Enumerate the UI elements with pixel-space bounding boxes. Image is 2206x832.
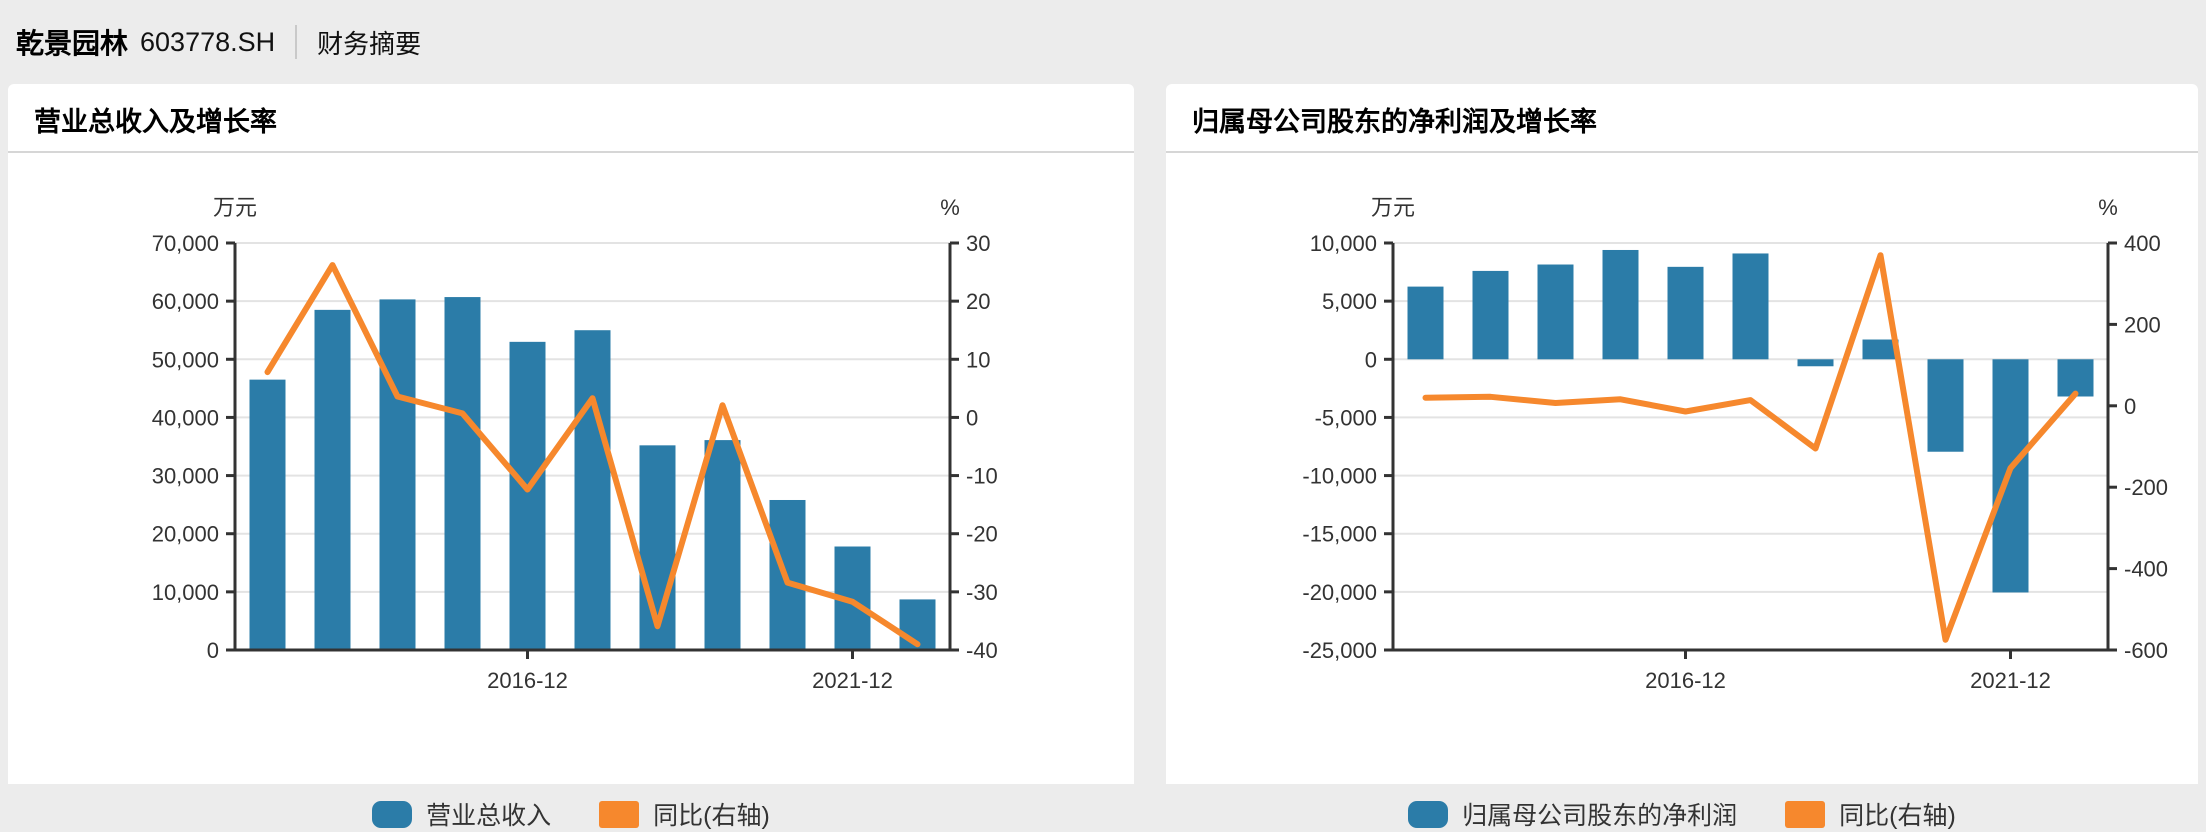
revenue-chart-card: 营业总收入及增长率 0 10,000 20,000 30,000 40,000 50,00… bbox=[8, 84, 1134, 830]
bar[interactable] bbox=[1602, 249, 1639, 360]
section-title: 财务摘要 bbox=[317, 28, 422, 59]
growth-line[interactable] bbox=[264, 262, 921, 648]
y-axis-tick-label: -10,000 bbox=[1302, 464, 1377, 489]
x-axis-tick-label: 2021-12 bbox=[812, 668, 893, 693]
y-axis-tick-label: 40,000 bbox=[152, 405, 219, 430]
legend-label-line: 同比(右轴) bbox=[1839, 802, 1956, 830]
y-axis-tick-label: 0 bbox=[1365, 347, 1377, 372]
bar[interactable] bbox=[1732, 253, 1769, 360]
bar[interactable] bbox=[1537, 264, 1574, 360]
bar[interactable] bbox=[1407, 286, 1444, 360]
chart-title: 归属母公司股东的净利润及增长率 bbox=[1192, 107, 1597, 137]
stock-code: 603778.SH bbox=[140, 26, 276, 57]
bar[interactable] bbox=[1667, 266, 1704, 360]
legend-label-bar: 营业总收入 bbox=[426, 802, 552, 830]
legend-item-bar[interactable]: 营业总收入 bbox=[372, 796, 551, 832]
net-profit-chart-card: 归属母公司股东的净利润及增长率 -25,000 -20,000 -15,000 -10… bbox=[1166, 84, 2198, 830]
legend-swatch-line bbox=[1785, 800, 1826, 828]
bar[interactable] bbox=[249, 379, 286, 650]
y2-axis-tick-label: -20 bbox=[966, 522, 998, 547]
bar[interactable] bbox=[704, 440, 741, 650]
x-axis-tick-label: 2016-12 bbox=[1645, 668, 1726, 693]
legend-swatch-bar bbox=[1408, 800, 1449, 828]
right-axis-unit: % bbox=[2098, 195, 2118, 220]
y-axis-tick-label: 30,000 bbox=[152, 464, 219, 489]
y-axis-tick-label: -15,000 bbox=[1302, 522, 1377, 547]
y2-axis-tick-label: 30 bbox=[966, 231, 990, 256]
title-divider bbox=[8, 151, 1134, 153]
right-axis-unit: % bbox=[940, 195, 960, 220]
y2-axis-tick-label: -600 bbox=[2124, 638, 2168, 663]
y-axis-tick-label: 70,000 bbox=[152, 231, 219, 256]
bar[interactable] bbox=[1927, 359, 1964, 452]
bar[interactable] bbox=[1862, 339, 1899, 360]
y2-axis-tick-label: -400 bbox=[2124, 557, 2168, 582]
chart-title: 营业总收入及增长率 bbox=[34, 107, 277, 137]
growth-line[interactable] bbox=[1422, 252, 2079, 643]
y-axis-tick-label: -25,000 bbox=[1302, 638, 1377, 663]
y2-axis-tick-label: 200 bbox=[2124, 312, 2161, 337]
bar[interactable] bbox=[509, 341, 546, 650]
y-axis-tick-label: 5,000 bbox=[1322, 289, 1377, 314]
bar[interactable] bbox=[379, 299, 416, 650]
bar[interactable] bbox=[1472, 270, 1509, 360]
y2-axis-tick-label: 20 bbox=[966, 289, 990, 314]
bar[interactable] bbox=[1797, 359, 1834, 367]
y-axis-tick-label: 50,000 bbox=[152, 347, 219, 372]
y2-axis-tick-label: 0 bbox=[966, 405, 978, 430]
bar[interactable] bbox=[314, 309, 351, 650]
chart-legend: 归属母公司股东的净利润 同比(右轴) bbox=[1166, 796, 2198, 832]
y2-axis-tick-label: -10 bbox=[966, 464, 998, 489]
legend-label-bar: 归属母公司股东的净利润 bbox=[1462, 802, 1738, 830]
legend-item-line[interactable]: 同比(右轴) bbox=[1785, 796, 1956, 832]
company-name: 乾景园林 bbox=[16, 28, 129, 59]
chart-legend: 营业总收入 同比(右轴) bbox=[8, 796, 1134, 832]
revenue-growth-chart[interactable]: 0 10,000 20,000 30,000 40,000 50,000 60,000 70,… bbox=[8, 84, 1134, 784]
left-axis-unit: 万元 bbox=[213, 195, 257, 220]
x-axis-tick-label: 2016-12 bbox=[487, 668, 568, 693]
legend-swatch-bar bbox=[372, 800, 413, 828]
bar[interactable] bbox=[2057, 359, 2094, 397]
y2-axis-tick-label: 10 bbox=[966, 347, 990, 372]
y-axis-tick-label: -20,000 bbox=[1302, 580, 1377, 605]
y2-axis-tick-label: -40 bbox=[966, 638, 998, 663]
app-header: 乾景园林 603778.SH 财务摘要 bbox=[0, 0, 2206, 84]
legend-item-line[interactable]: 同比(右轴) bbox=[599, 796, 770, 832]
y-axis-tick-label: 10,000 bbox=[1310, 231, 1377, 256]
y2-axis-tick-label: -200 bbox=[2124, 475, 2168, 500]
y2-axis-tick-label: -30 bbox=[966, 580, 998, 605]
title-divider bbox=[1166, 151, 2198, 153]
y-axis-tick-label: -5,000 bbox=[1315, 405, 1377, 430]
y-axis-tick-label: 10,000 bbox=[152, 580, 219, 605]
legend-swatch-line bbox=[599, 800, 640, 828]
y2-axis-tick-label: 0 bbox=[2124, 394, 2136, 419]
header-divider bbox=[295, 25, 298, 59]
x-axis-tick-label: 2021-12 bbox=[1970, 668, 2051, 693]
left-axis-unit: 万元 bbox=[1371, 195, 1415, 220]
y-axis-tick-label: 0 bbox=[207, 638, 219, 663]
bar[interactable] bbox=[444, 297, 481, 650]
net-profit-growth-chart[interactable]: -25,000 -20,000 -15,000 -10,000 -5,000 0 5,000… bbox=[1166, 84, 2198, 784]
y2-axis-tick-label: 400 bbox=[2124, 231, 2161, 256]
y-axis-tick-label: 60,000 bbox=[152, 289, 219, 314]
bar[interactable] bbox=[574, 330, 611, 650]
y-axis-tick-label: 20,000 bbox=[152, 522, 219, 547]
legend-label-line: 同比(右轴) bbox=[653, 802, 770, 830]
legend-item-bar[interactable]: 归属母公司股东的净利润 bbox=[1408, 796, 1737, 832]
